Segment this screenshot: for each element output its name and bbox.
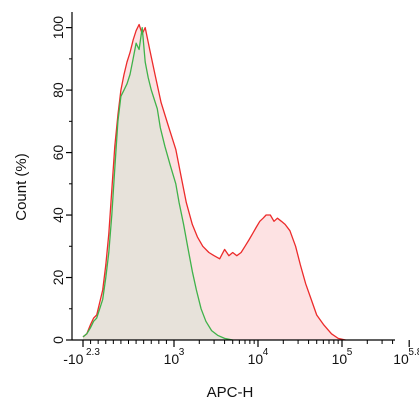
x-tick-label-exponent: 3 [179,347,185,358]
axes [71,12,395,341]
x-tick-label-base: 10 [332,351,348,367]
y-tick-label: 100 [50,16,66,40]
series-fills [83,24,346,340]
y-tick-label: 20 [50,270,66,286]
y-tick-label: 40 [50,207,66,223]
x-tick-label-base: 10 [393,351,409,367]
x-tick-label-exponent: 4 [263,347,269,358]
series-2-line [82,26,233,341]
y-tick-label: 0 [50,336,66,344]
x-tick-label-exponent: 5.8 [408,347,419,358]
series-1-line [82,23,346,341]
x-tick-label-exponent: 5 [347,347,353,358]
y-ticks: 0 20 40 60 80 100 [50,16,72,344]
y-axis-label: Count (%) [13,153,30,221]
y-tick-label: 60 [50,145,66,161]
x-axis-label: APC-H [207,384,254,401]
x-tick-label-base: 10 [164,351,180,367]
y-tick-label: 80 [50,82,66,98]
x-tick-label-base: 10 [248,351,264,367]
x-tick-label-exponent: 2.3 [86,347,100,358]
series-lines [82,23,346,341]
x-tick-label-base: -10 [63,351,83,367]
